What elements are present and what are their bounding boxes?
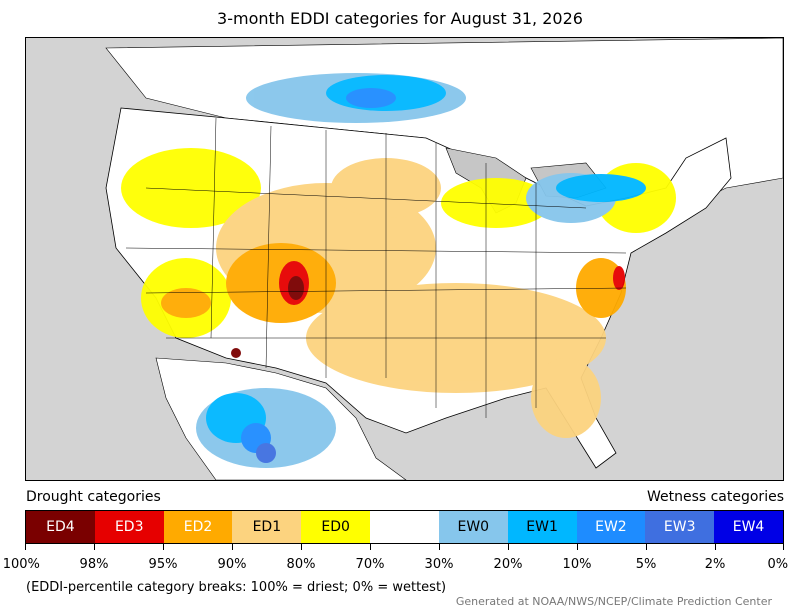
legend-cell-ed2: ED2 (163, 511, 233, 543)
legend-cell-ew0: EW0 (438, 511, 508, 543)
ew3-area (256, 443, 276, 463)
legend-break-label: 2% (704, 557, 726, 572)
legend-break-label: 95% (148, 557, 178, 572)
category-legend: ED4 ED3 ED2 ED1 ED0 EW0 EW1 EW2 EW3 EW4 (25, 510, 784, 544)
legend-cell-ed0: ED0 (301, 511, 371, 543)
legend-tick (370, 544, 371, 550)
legend-break-label: 98% (79, 557, 109, 572)
credit-line: Generated at NOAA/NWS/NCEP/Climate Predi… (455, 595, 772, 608)
legend-cell-ed1: ED1 (232, 511, 302, 543)
legend-cell-ew2: EW2 (576, 511, 646, 543)
legend-ticks (25, 544, 784, 552)
legend-tick (301, 544, 302, 550)
state-boundaries (125, 117, 627, 418)
legend-break-label: 5% (635, 557, 657, 572)
legend-tick (25, 544, 26, 550)
legend-cell-ew1: EW1 (507, 511, 577, 543)
ed2-area (161, 288, 211, 318)
ew2-area (346, 88, 396, 108)
map-title: 3-month EDDI categories for August 31, 2… (217, 9, 583, 28)
ed1-area (531, 358, 601, 438)
legend-tick (94, 544, 95, 550)
ew1-area (556, 174, 646, 202)
legend-cell-ed4: ED4 (26, 511, 95, 543)
legend-break-label: 10% (562, 557, 592, 572)
legend-break-label: 30% (424, 557, 454, 572)
legend-break-label: 20% (493, 557, 523, 572)
ed4-area (288, 276, 304, 300)
ed0-area (121, 148, 261, 228)
legend-break-label: 90% (217, 557, 247, 572)
drought-categories-heading: Drought categories (26, 489, 161, 505)
legend-tick (715, 544, 716, 550)
eddi-map (25, 37, 784, 481)
legend-cell-ew3: EW3 (645, 511, 715, 543)
category-blobs (121, 73, 676, 468)
legend-cell-normal (370, 511, 439, 543)
legend-tick (646, 544, 647, 550)
legend-tick (508, 544, 509, 550)
legend-break-label: 0% (767, 557, 789, 572)
legend-tick (163, 544, 164, 550)
category-note: (EDDI-percentile category breaks: 100% =… (26, 580, 447, 595)
wetness-categories-heading: Wetness categories (646, 489, 784, 505)
ed0-area (441, 178, 551, 228)
legend-tick (577, 544, 578, 550)
legend-break-label: 80% (286, 557, 316, 572)
ed3-area (613, 266, 625, 290)
ed4-area (231, 348, 241, 358)
legend-break-label: 70% (355, 557, 385, 572)
legend-cell-ed3: ED3 (94, 511, 164, 543)
legend-tick (439, 544, 440, 550)
ed2-area (576, 258, 626, 318)
legend-cell-ew4: EW4 (714, 511, 783, 543)
legend-tick (232, 544, 233, 550)
legend-break-label: 100% (2, 557, 40, 572)
legend-tick (783, 544, 784, 550)
